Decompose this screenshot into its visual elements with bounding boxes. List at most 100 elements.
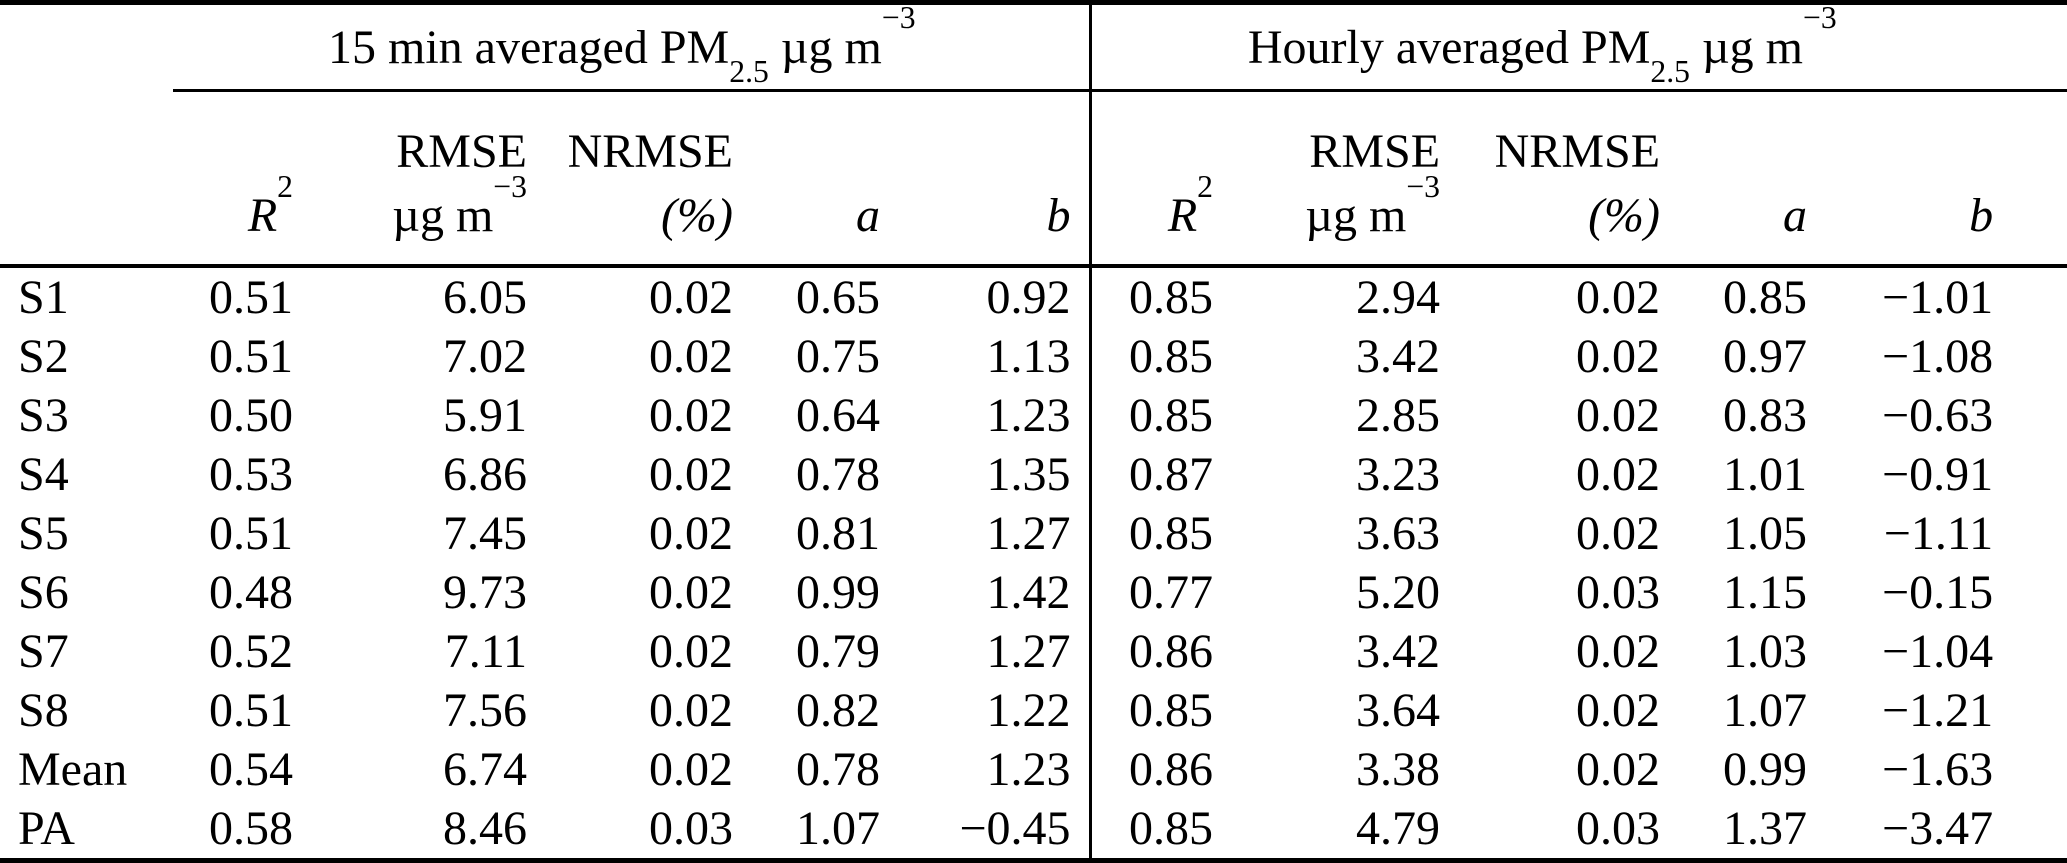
value-cell: 0.99 xyxy=(796,566,880,619)
value-cell: 1.23 xyxy=(986,743,1071,796)
value-cell: 0.82 xyxy=(796,684,880,737)
row-label: S6 xyxy=(18,566,69,619)
row-label: S7 xyxy=(18,625,69,678)
value-cell: 0.02 xyxy=(649,330,733,383)
value-cell: −3.47 xyxy=(1882,802,1994,855)
value-cell: 0.02 xyxy=(1576,743,1661,796)
pm-subscript: 2.5 xyxy=(1650,53,1691,89)
value-cell: −0.91 xyxy=(1882,448,1994,501)
value-cell: 0.65 xyxy=(796,271,880,324)
value-cell: 0.02 xyxy=(649,743,733,796)
value-cell: 0.85 xyxy=(1088,266,1214,327)
col-header-r2-15min: R2 xyxy=(173,90,293,268)
group-title-text: Hourly averaged PM xyxy=(1247,20,1651,74)
value-cell: 0.97 xyxy=(1723,330,1808,383)
table-row: S1 0.51 6.05 0.02 0.65 0.92 0.85 2.94 0.02 0.85 −1… xyxy=(0,266,2067,327)
value-cell: 1.22 xyxy=(986,684,1071,737)
value-cell: 5.91 xyxy=(443,389,527,442)
table-row: S5 0.51 7.45 0.02 0.81 1.27 0.85 3.63 0.02 1.05 −1… xyxy=(0,504,2067,563)
value-cell: 0.54 xyxy=(209,743,293,796)
value-cell: 0.86 xyxy=(1088,622,1214,681)
value-cell: −1.08 xyxy=(1882,330,1994,383)
value-cell: 0.85 xyxy=(1088,681,1214,740)
value-cell: 0.02 xyxy=(1576,625,1661,678)
corner-cell xyxy=(0,3,173,91)
row-label: PA xyxy=(18,802,75,855)
value-cell: 7.02 xyxy=(443,330,527,383)
table-row: PA 0.58 8.46 0.03 1.07 −0.45 0.85 4.79 0.03 1.37 −… xyxy=(0,799,2067,861)
value-cell: 1.07 xyxy=(1723,684,1808,737)
unit-exponent: −3 xyxy=(881,0,916,36)
value-cell: 0.53 xyxy=(209,448,293,501)
value-cell: 3.42 xyxy=(1356,330,1441,383)
value-cell: 1.37 xyxy=(1723,802,1808,855)
value-cell: 0.85 xyxy=(1723,271,1808,324)
col-header-nrmse-hourly: NRMSE (%) xyxy=(1440,90,1661,268)
row-label: S5 xyxy=(18,507,69,560)
value-cell: 0.02 xyxy=(649,271,733,324)
value-cell: 0.83 xyxy=(1723,389,1808,442)
value-cell: 8.46 xyxy=(443,802,527,855)
group-header-hourly: Hourly averaged PM2.5 µg m−3 xyxy=(1088,2,2067,92)
value-cell: 0.02 xyxy=(1576,684,1661,737)
row-label: S8 xyxy=(18,684,69,737)
col-header-r2-hourly: R2 xyxy=(1088,90,1214,268)
corner-cell xyxy=(0,90,173,268)
value-cell: 3.64 xyxy=(1356,684,1441,737)
value-cell: −0.45 xyxy=(959,802,1071,855)
value-cell: 6.86 xyxy=(443,448,527,501)
row-label: S3 xyxy=(18,389,69,442)
value-cell: 0.02 xyxy=(649,566,733,619)
value-cell: 0.02 xyxy=(1576,271,1661,324)
table-row: S7 0.52 7.11 0.02 0.79 1.27 0.86 3.42 0.02 1.03 −1… xyxy=(0,622,2067,681)
value-cell: 0.51 xyxy=(209,684,293,737)
value-cell: 6.05 xyxy=(443,271,527,324)
value-cell: 0.50 xyxy=(209,389,293,442)
value-cell: 1.27 xyxy=(986,507,1071,560)
value-cell: 6.74 xyxy=(443,743,527,796)
value-cell: 0.03 xyxy=(649,802,733,855)
value-cell: −1.11 xyxy=(1883,507,1994,560)
value-cell: 0.51 xyxy=(209,507,293,560)
value-cell: 4.79 xyxy=(1356,802,1441,855)
value-cell: 1.15 xyxy=(1723,566,1808,619)
value-cell: 0.02 xyxy=(649,389,733,442)
column-header-row: R2 RMSE µg m−3 NRMSE (%) a b R2 RMSE µg m−3… xyxy=(0,90,2067,268)
table-row: S8 0.51 7.56 0.02 0.82 1.22 0.85 3.64 0.02 1.07 −1… xyxy=(0,681,2067,740)
value-cell: 0.78 xyxy=(796,448,880,501)
value-cell: 0.02 xyxy=(1576,330,1661,383)
value-cell: 2.94 xyxy=(1356,271,1441,324)
value-cell: 1.27 xyxy=(986,625,1071,678)
value-cell: −1.04 xyxy=(1882,625,1994,678)
value-cell: 0.85 xyxy=(1088,504,1214,563)
row-label: S1 xyxy=(18,271,69,324)
value-cell: 0.85 xyxy=(1088,386,1214,445)
value-cell: 1.01 xyxy=(1723,448,1808,501)
row-label: S4 xyxy=(18,448,69,501)
table-row: Mean 0.54 6.74 0.02 0.78 1.23 0.86 3.38 0.02 0.99… xyxy=(0,740,2067,799)
value-cell: 1.07 xyxy=(796,802,880,855)
value-cell: 1.42 xyxy=(986,566,1071,619)
col-header-a-15min: a xyxy=(733,90,880,268)
table-row: S4 0.53 6.86 0.02 0.78 1.35 0.87 3.23 0.02 1.01 −0… xyxy=(0,445,2067,504)
value-cell: 3.23 xyxy=(1356,448,1441,501)
value-cell: −0.63 xyxy=(1882,389,1994,442)
group-header-row: 15 min averaged PM2.5 µg m−3 Hourly aver… xyxy=(0,0,2067,92)
value-cell: 0.87 xyxy=(1088,445,1214,504)
table-header: 15 min averaged PM2.5 µg m−3 Hourly aver… xyxy=(0,0,2067,268)
pm-subscript: 2.5 xyxy=(729,53,769,89)
value-cell: 1.35 xyxy=(986,448,1071,501)
value-cell: 2.85 xyxy=(1356,389,1441,442)
value-cell: 0.81 xyxy=(796,507,880,560)
value-cell: 0.75 xyxy=(796,330,880,383)
value-cell: 0.02 xyxy=(649,684,733,737)
value-cell: 0.79 xyxy=(796,625,880,678)
value-cell: −1.01 xyxy=(1882,271,1994,324)
value-cell: 0.64 xyxy=(796,389,880,442)
unit-text: µg m xyxy=(768,20,882,74)
table-row: S3 0.50 5.91 0.02 0.64 1.23 0.85 2.85 0.02 0.83 −0… xyxy=(0,386,2067,445)
value-cell: 9.73 xyxy=(443,566,527,619)
col-header-rmse-15min: RMSE µg m−3 xyxy=(293,90,527,268)
row-label: S2 xyxy=(18,330,69,383)
value-cell: 1.23 xyxy=(986,389,1071,442)
